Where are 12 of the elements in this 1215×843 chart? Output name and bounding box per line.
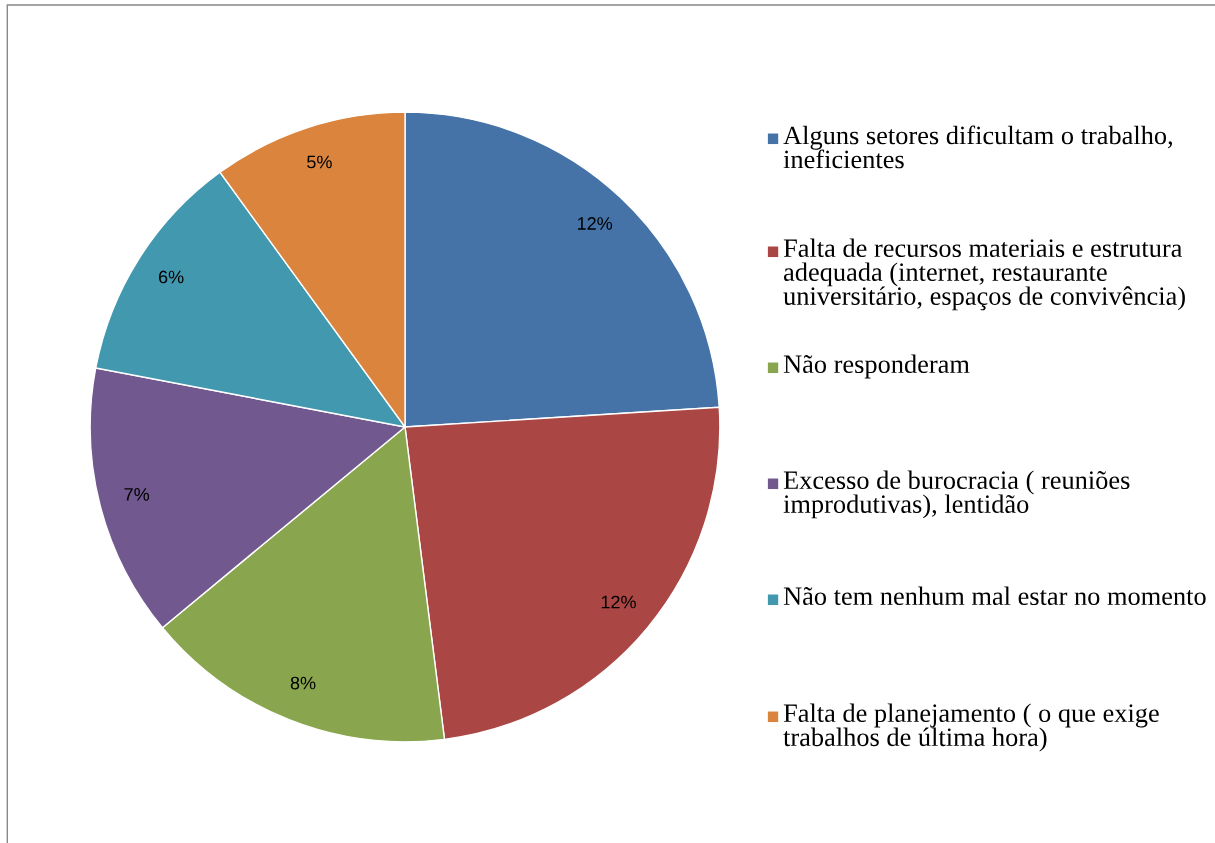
data-label: 12%: [577, 217, 613, 230]
data-label: 7%: [124, 488, 150, 501]
legend-label: Não tem nenhum mal estar no momento: [783, 586, 1206, 606]
data-label: 8%: [290, 676, 316, 690]
legend-label: Alguns setores dificultam o trabalho, ineficientes: [783, 125, 1173, 169]
legend-label: Falta de recursos materiais e estrutura adequada (internet, restaurante universitário, espaços de convivência): [783, 238, 1185, 311]
legend-label: Não responderam: [783, 354, 970, 379]
data-label: 5%: [307, 155, 332, 169]
data-label: 12%: [601, 595, 636, 609]
data-label: 6%: [158, 270, 184, 284]
legend-label: Excesso de burocracia ( reuniões improdutivas), lentidão: [783, 470, 1130, 519]
legend-label: Falta de planejamento ( o que exige trabalhos de última hora): [783, 703, 1159, 752]
